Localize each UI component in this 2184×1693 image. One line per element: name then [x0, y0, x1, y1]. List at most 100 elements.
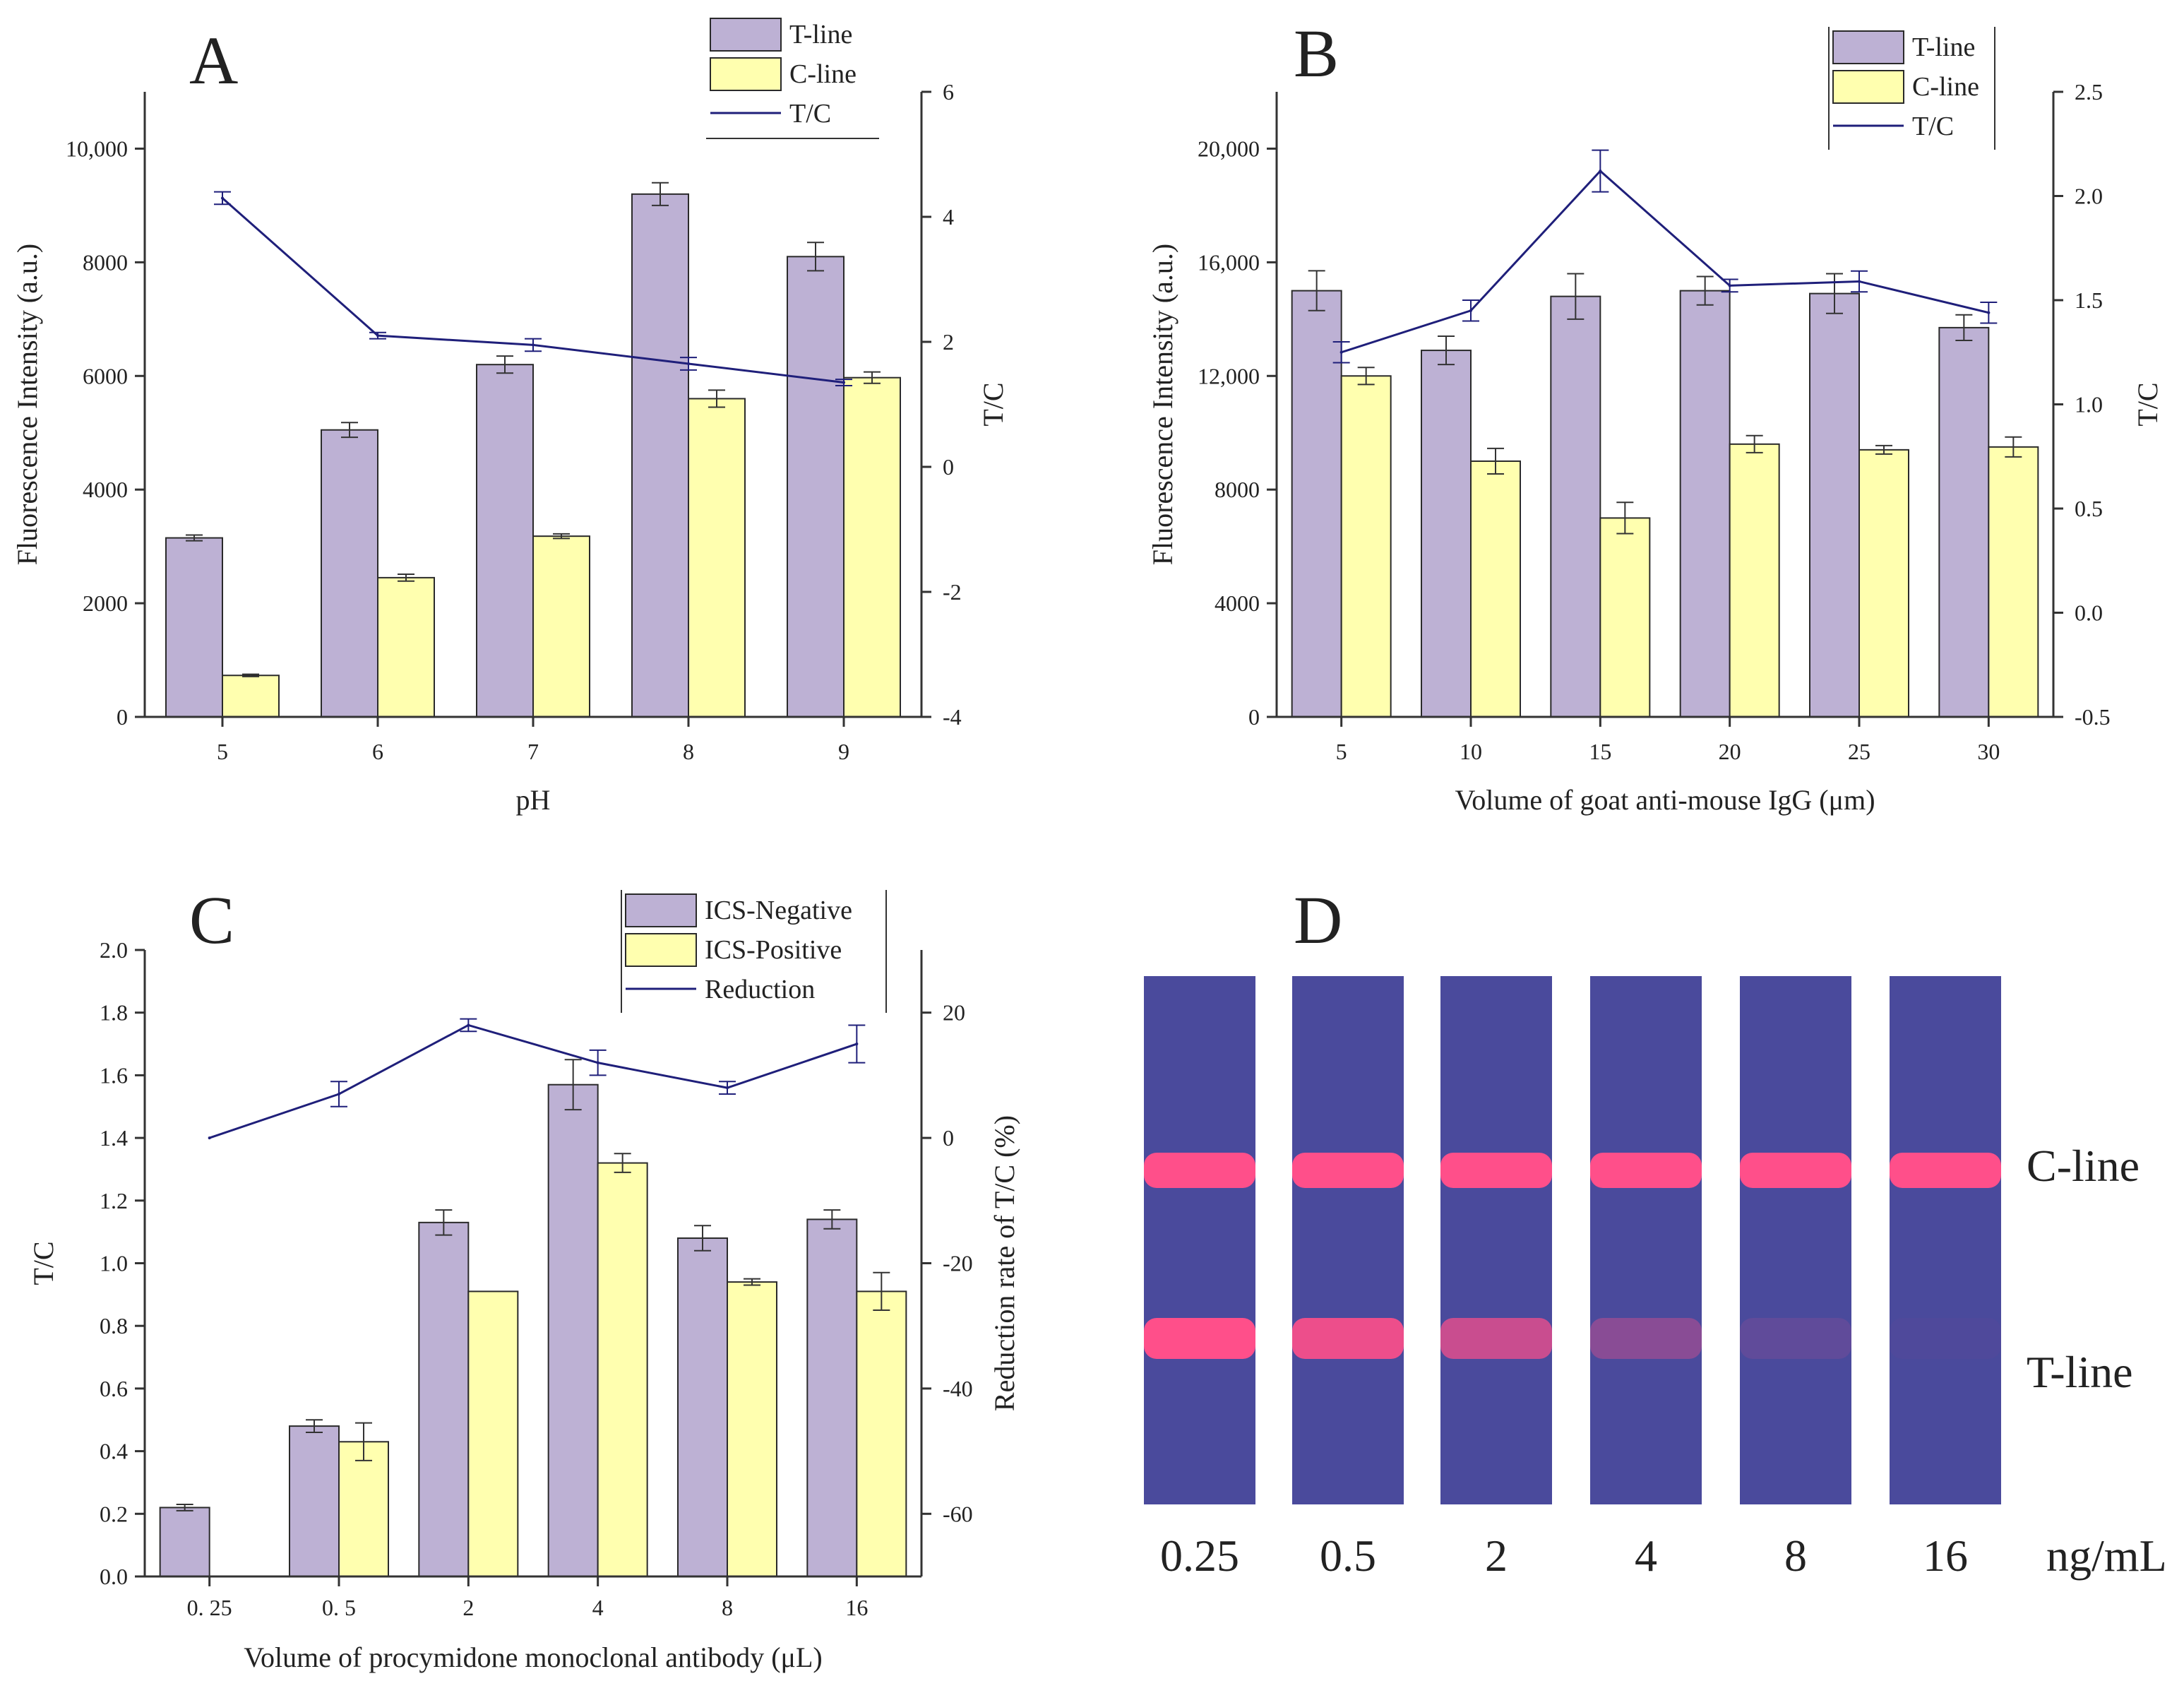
x-tick-label: 9 [838, 739, 849, 764]
bar [787, 256, 845, 718]
panel-c: C 0.0 0.2 0.4 0.6 0.8 1.0 1.2 1.4 1.6 1.8 2.0 -60 -4… [28, 882, 1020, 1673]
t-band [1590, 1318, 1702, 1359]
y-tick-label: 8000 [83, 249, 128, 275]
legend-label: T-line [1912, 32, 1975, 62]
y2-tick-label: 4 [943, 204, 954, 230]
legend-label: T/C [789, 99, 831, 129]
test-strip [1590, 976, 1702, 1504]
panel-a-letter: A [189, 23, 238, 98]
bar [377, 576, 435, 718]
y-axis-title: Fluorescence Intensity (a.u.) [11, 244, 43, 565]
y2-tick-label: -2 [943, 579, 962, 605]
y-tick-label: 16,000 [1198, 249, 1260, 275]
legend-swatch [625, 893, 697, 927]
t-band [1440, 1318, 1552, 1359]
y-tick-label: 1.2 [100, 1188, 128, 1213]
y-tick-label: 0 [1248, 704, 1260, 730]
x-tick-label: 30 [1977, 739, 2000, 764]
bar [547, 1083, 599, 1577]
y-tick-label: 1.8 [100, 1000, 128, 1026]
bar [1858, 449, 1909, 718]
y-axis-title: Fluorescence Intensity (a.u.) [1147, 244, 1178, 565]
y2-axis-title: T/C [977, 382, 1009, 426]
x-tick-label: 15 [1589, 739, 1611, 764]
y-tick-label: 0.0 [100, 1564, 128, 1589]
y-axis-title: T/C [28, 1241, 59, 1285]
x-tick-label: 6 [372, 739, 383, 764]
y2-tick-label: 2.0 [2075, 184, 2103, 209]
y-tick-label: 10,000 [66, 136, 128, 161]
t-band [1890, 1318, 2001, 1359]
x-axis-title: pH [516, 784, 551, 816]
y-tick-label: 0 [117, 704, 128, 730]
y-tick-label: 1.4 [100, 1125, 128, 1151]
x-tick-label: 25 [1848, 739, 1870, 764]
concentration-label: 4 [1635, 1531, 1657, 1581]
bar [532, 535, 590, 718]
y2-tick-label: -40 [943, 1376, 973, 1401]
x-axis-title: Volume of procymidone monoclonal antibod… [244, 1641, 822, 1673]
panel-d-letter: D [1294, 882, 1342, 958]
bar [1599, 517, 1651, 718]
y2-tick-label: 1.5 [2075, 287, 2103, 313]
bar [159, 1507, 210, 1577]
bar [1340, 375, 1392, 718]
y2-tick-label: 0 [943, 454, 954, 480]
y-tick-label: 0.6 [100, 1376, 128, 1401]
y2-tick-label: 0.0 [2075, 600, 2103, 626]
concentration-label: 16 [1923, 1531, 1968, 1581]
series-line [1341, 170, 1989, 354]
legend-label: C-line [789, 59, 857, 89]
bar [1550, 295, 1601, 718]
x-tick-label: 2 [463, 1595, 474, 1620]
y-tick-label: 1.0 [100, 1251, 128, 1276]
bar [631, 193, 689, 718]
bar [677, 1237, 728, 1578]
x-tick-label: 0. 5 [322, 1595, 356, 1620]
strip-group: 0.25 0.5 2 4 8 16 [1144, 976, 2001, 1581]
y2-axis-title: T/C [2132, 382, 2164, 426]
x-tick-label: 5 [1336, 739, 1347, 764]
bar [1809, 292, 1860, 718]
legend-swatch [1832, 30, 1904, 64]
y2-axis-title: Reduction rate of T/C (%) [989, 1115, 1020, 1411]
x-tick-label: 4 [592, 1595, 604, 1620]
y2-tick-label: 2.5 [2075, 79, 2103, 105]
y-tick-label: 12,000 [1198, 363, 1260, 388]
t-band [1144, 1318, 1255, 1359]
test-strip [1890, 976, 2001, 1504]
bar [1938, 326, 1990, 718]
y-tick-label: 8000 [1215, 477, 1260, 502]
legend-swatch [625, 933, 697, 967]
y2-tick-label: 2 [943, 329, 954, 355]
c-line-label: C-line [2027, 1141, 2140, 1191]
bar [1679, 290, 1731, 718]
bar [222, 675, 280, 718]
legend-swatch [710, 57, 782, 91]
bar [727, 1281, 777, 1577]
panel-b: B 0 4000 8000 12,000 16,000 20,000 -0.5 0.0 0.5 1… [1147, 16, 2164, 816]
x-tick-label: 5 [217, 739, 228, 764]
bar [1729, 443, 1780, 718]
test-strip [1292, 976, 1404, 1504]
test-strip [1440, 976, 1552, 1504]
y2-tick-label: 0.5 [2075, 496, 2103, 521]
bar [289, 1425, 340, 1577]
y-tick-label: 4000 [83, 477, 128, 502]
y-tick-label: 0.4 [100, 1439, 128, 1464]
test-strip [1144, 976, 1255, 1504]
bar [856, 1290, 907, 1578]
t-band [1740, 1318, 1851, 1359]
legend-swatch [1832, 70, 1904, 104]
y2-tick-label: -4 [943, 704, 962, 730]
bar [338, 1441, 389, 1578]
bar [1291, 290, 1342, 718]
c-band [1740, 1153, 1851, 1188]
legend-label: ICS-Negative [705, 896, 852, 925]
concentration-label: 0.25 [1160, 1531, 1239, 1581]
bar [1470, 460, 1521, 718]
bar [843, 376, 901, 718]
y-tick-label: 20,000 [1198, 136, 1260, 161]
c-band [1440, 1153, 1552, 1188]
legend-label: ICS-Positive [705, 935, 842, 965]
